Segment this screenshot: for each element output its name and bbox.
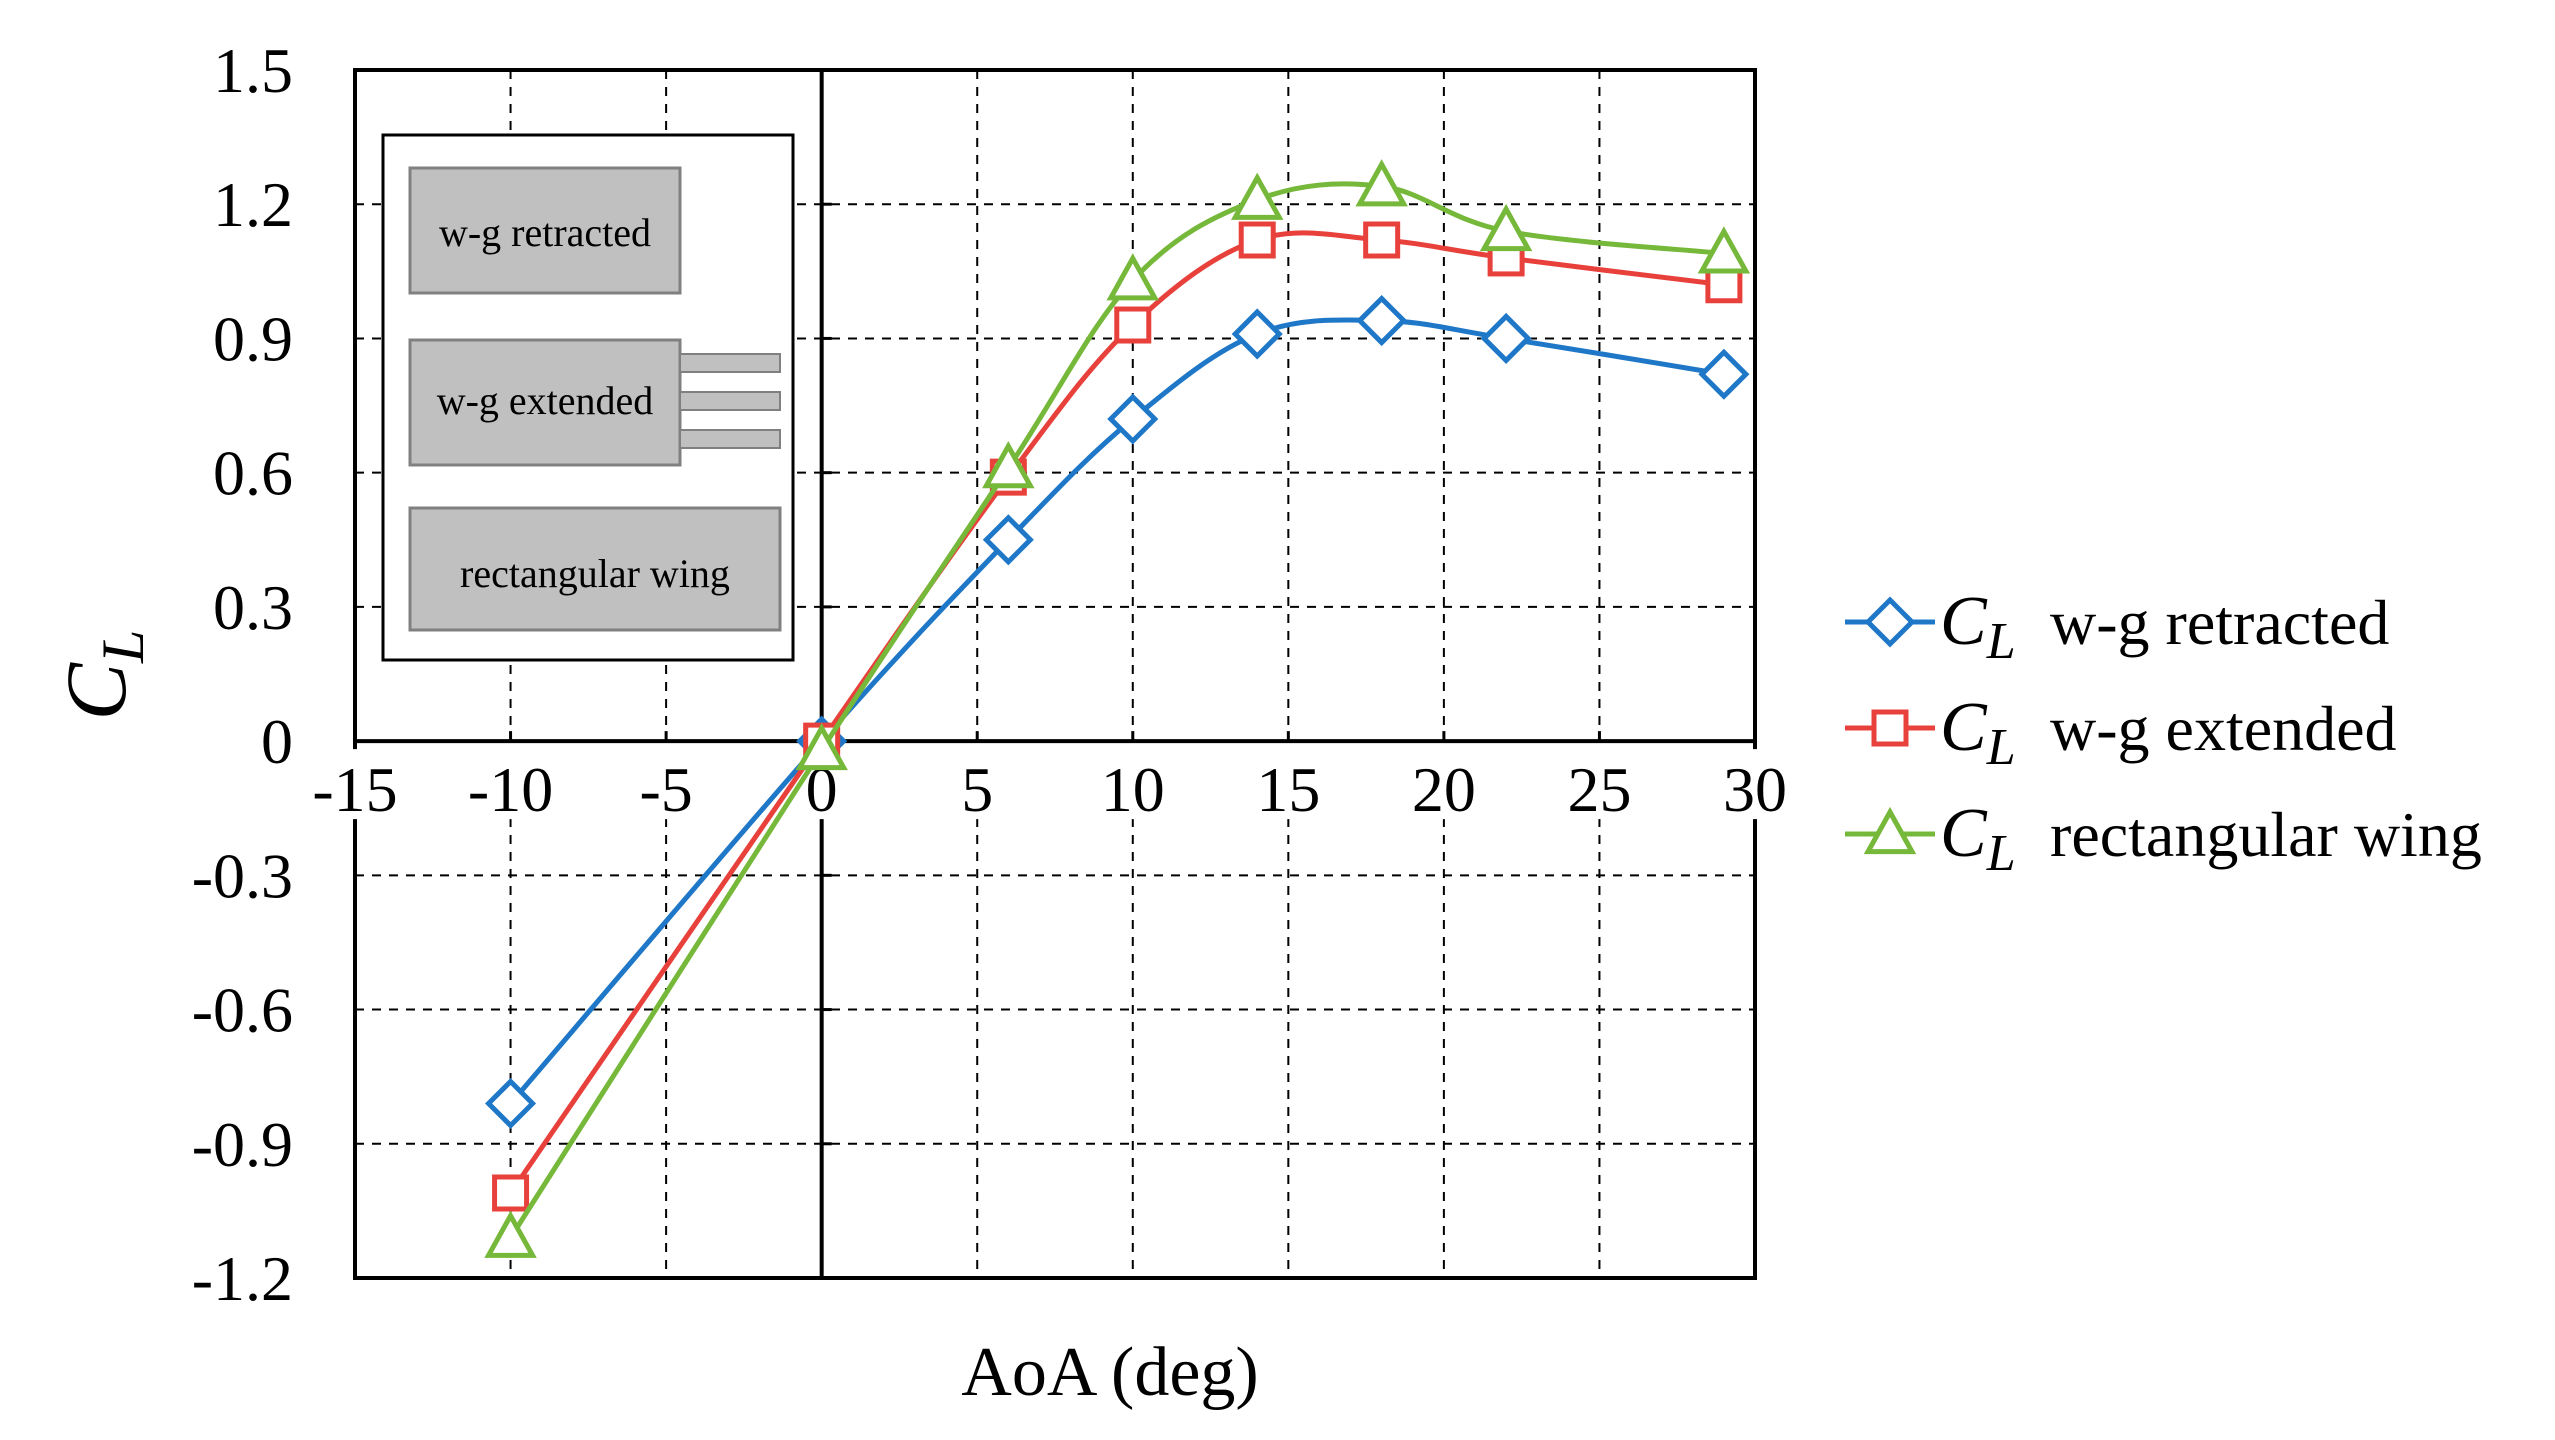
y-tick-label: 1.2	[213, 169, 293, 240]
y-tick-label: 0.9	[213, 303, 293, 374]
y-tick-label: 0.3	[213, 572, 293, 643]
x-tick-label: 25	[1567, 754, 1631, 825]
data-point-w-g-retracted	[1107, 393, 1159, 445]
x-tick-label: 15	[1256, 754, 1320, 825]
legend-label-w-g-retracted: w-g retracted	[2050, 587, 2389, 658]
legend-label-w-g-extended: w-g extended	[2050, 693, 2397, 764]
series-w-g-extended	[492, 221, 1743, 1212]
x-tick-label-bg	[1381, 749, 1506, 820]
inset-wing-rectangular	[408, 506, 782, 632]
legend-symbol-rectangular-wing: CL	[1940, 795, 2016, 882]
data-point-w-g-retracted	[1480, 312, 1532, 364]
x-tick-label-bg	[448, 749, 573, 820]
legend-symbol-subscript: L	[1986, 613, 2016, 670]
x-tick-label: -5	[639, 754, 692, 825]
legend-label-rectangular-wing: rectangular wing	[2050, 799, 2482, 870]
data-point-rectangular-wing	[1106, 253, 1160, 301]
y-axis-title: CL	[48, 630, 156, 721]
inset-winglet-3	[679, 429, 781, 449]
inset-winglet-2	[679, 391, 781, 411]
x-tick-label: 20	[1412, 754, 1476, 825]
y-tick-label: 0.6	[213, 438, 293, 509]
inset-winglet-1	[679, 353, 781, 373]
data-point-w-g-extended	[1705, 266, 1743, 304]
x-tick-label: 10	[1101, 754, 1165, 825]
x-tick-label-bg	[915, 749, 1040, 820]
legend-symbol-main: C	[1940, 583, 1988, 660]
data-point-rectangular-wing	[484, 1210, 537, 1258]
data-point-w-g-retracted	[1698, 348, 1750, 400]
x-tick-label: -10	[468, 754, 553, 825]
data-point-rectangular-wing	[1355, 159, 1408, 207]
y-tick-label: -0.6	[192, 975, 293, 1046]
legend-symbol-subscript: L	[1986, 719, 2016, 776]
y-axis-symbol: C	[48, 661, 144, 720]
data-point-w-g-retracted	[982, 514, 1034, 566]
plot-frame	[353, 68, 1757, 1280]
legend-marker-rectangular-wing	[1863, 806, 1917, 855]
y-tick-label: -1.2	[192, 1243, 293, 1314]
x-tick-label-bg	[1693, 749, 1817, 820]
x-axis-title: AoA (deg)	[961, 1334, 1258, 1411]
x-tick-label-bg	[1537, 749, 1662, 820]
inset-wing-diagram: w-g retracted w-g extended rectangular w…	[381, 133, 795, 662]
data-point-rectangular-wing	[982, 441, 1035, 489]
legend-marker-w-g-extended	[1871, 709, 1909, 747]
data-point-w-g-extended	[1238, 221, 1276, 259]
y-tick-label: -0.9	[192, 1109, 293, 1180]
x-tick-labels: -15 -10 -5 0 5 10 15 20 25 30	[293, 749, 1817, 825]
legend-marker-w-g-retracted	[1864, 596, 1916, 648]
inset-label-retracted: w-g retracted	[439, 210, 651, 255]
inset-wing-extended	[408, 338, 682, 467]
data-point-w-g-retracted	[1231, 308, 1283, 360]
y-tick-label: -0.3	[192, 840, 293, 911]
inset-label-extended: w-g extended	[437, 378, 654, 423]
series-rectangular-wing	[484, 159, 1751, 1258]
data-point-w-g-retracted	[485, 1077, 537, 1130]
x-tick-label: 30	[1723, 754, 1787, 825]
y-tick-label: 1.5	[213, 35, 293, 106]
legend-symbol-main: C	[1940, 689, 1988, 766]
y-axis-subscript: L	[90, 630, 156, 664]
x-tick-label-bg	[1070, 749, 1195, 820]
data-point-rectangular-wing	[795, 722, 848, 771]
x-tick-label: 5	[961, 754, 993, 825]
data-point-w-g-extended	[1363, 221, 1401, 259]
legend-symbol-w-g-retracted: CL	[1940, 583, 2016, 670]
data-point-rectangular-wing	[1697, 226, 1751, 274]
legend-symbol-subscript: L	[1986, 825, 2016, 882]
grid-lines	[355, 70, 1755, 1278]
x-tick-label-bg	[1226, 749, 1351, 820]
data-point-w-g-retracted	[1356, 295, 1408, 347]
legend-symbol-w-g-extended: CL	[1940, 689, 2016, 776]
y-tick-labels: 1.5 1.2 0.9 0.6 0.3 0 -0.3 -0.6 -0.9 -1.2	[192, 35, 293, 1314]
series-w-g-retracted	[485, 295, 1750, 1130]
inset-label-rectangular: rectangular wing	[460, 551, 730, 596]
data-point-rectangular-wing	[1230, 172, 1284, 220]
data-point-w-g-extended	[1114, 306, 1152, 344]
data-series	[484, 159, 1751, 1258]
x-tick-label: -15	[312, 754, 397, 825]
x-tick-label-bg	[604, 749, 729, 820]
data-point-rectangular-wing	[1479, 203, 1533, 252]
inset-wing-retracted	[408, 166, 682, 295]
x-tick-label-bg	[293, 749, 417, 820]
y-tick-label: 0	[261, 706, 293, 777]
axes	[353, 68, 1757, 1280]
legend-symbol-main: C	[1940, 795, 1988, 872]
data-point-w-g-extended	[492, 1174, 530, 1212]
